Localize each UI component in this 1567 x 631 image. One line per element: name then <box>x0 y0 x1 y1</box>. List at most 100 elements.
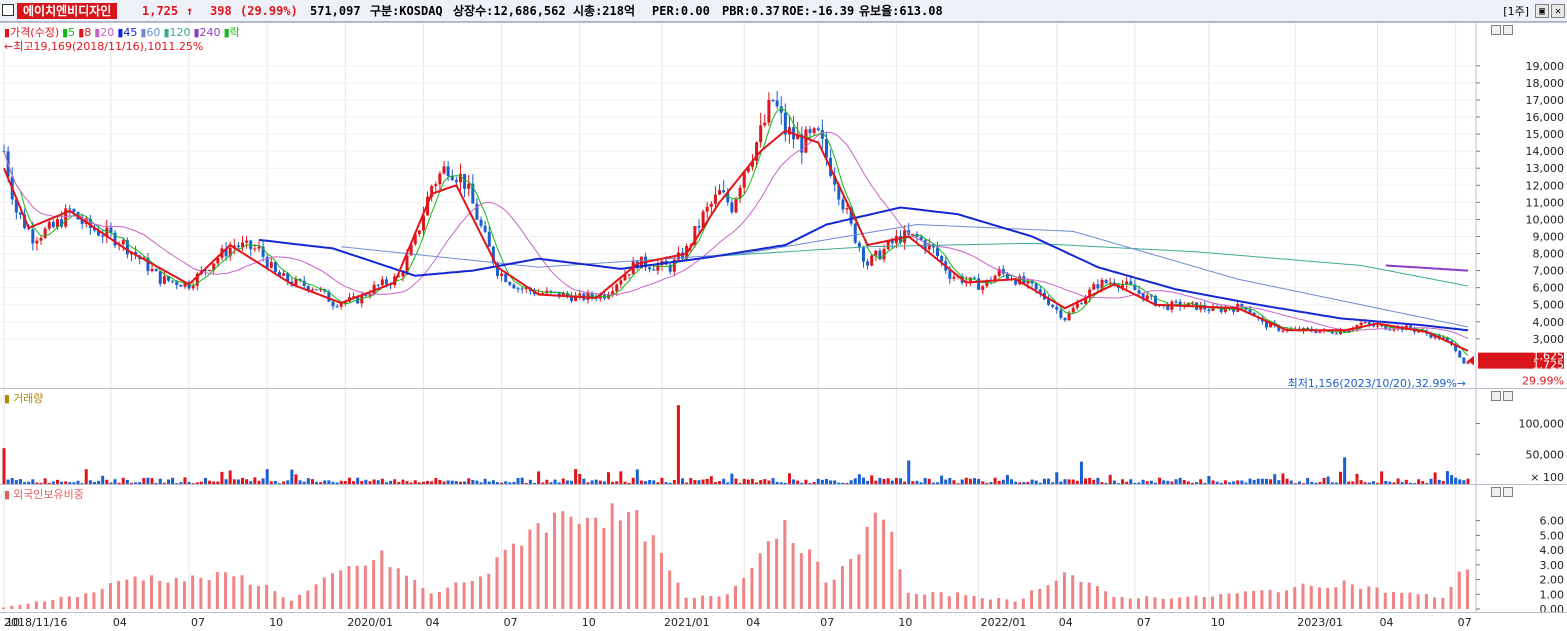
foreign-ownership-panel[interactable]: 6.00 5.00 4.00 3.00 2.00 1.00 0.00 ▮ 외국인보유비중 <box>0 484 1567 613</box>
candle-body-58 <box>241 242 245 248</box>
candle-body-57 <box>236 245 240 248</box>
volume-bar-187 <box>771 478 775 485</box>
volume-bar-181 <box>746 479 750 485</box>
volume-bar-120 <box>495 482 499 485</box>
period-selector[interactable]: [1주] <box>1503 5 1529 18</box>
candle-body-289 <box>1190 302 1194 304</box>
price-chart-panel[interactable]: 19,000 18,000 17,000 16,000 15,000 14,000 13,0… <box>0 22 1567 389</box>
candle-body-80 <box>331 301 335 307</box>
volume-bar-51 <box>212 481 216 485</box>
volume-bar-345 <box>1421 481 1425 485</box>
foreign-bar-98 <box>405 575 409 609</box>
foreign-bar-284 <box>1169 598 1173 609</box>
legend-item-4[interactable]: ▮45 <box>117 26 138 39</box>
foreign-bar-298 <box>1227 593 1231 609</box>
legend-item-3[interactable]: ▮20 <box>94 26 115 39</box>
foreign-bar-276 <box>1137 598 1141 609</box>
candle-body-75 <box>310 289 314 291</box>
volume-bar-72 <box>298 480 302 485</box>
candle-body-7 <box>31 229 35 244</box>
candle-body-29 <box>121 240 125 245</box>
volume-bar-170 <box>701 479 705 485</box>
volume-bar-30 <box>125 480 129 485</box>
foreign-bar-226 <box>931 592 935 609</box>
minimize-icon[interactable]: ▣ <box>1535 4 1549 18</box>
foreign-bar-354 <box>1457 571 1461 609</box>
candle-body-247 <box>1018 276 1022 285</box>
candle-body-353 <box>1454 344 1458 352</box>
foreign-bar-80 <box>330 573 334 609</box>
volume-bar-5 <box>23 482 27 485</box>
candle-body-44 <box>183 282 187 287</box>
volume-bar-212 <box>874 480 878 485</box>
legend-item-1[interactable]: ▮5 <box>62 26 76 39</box>
legend-item-7[interactable]: ▮240 <box>193 26 221 39</box>
foreign-bar-248 <box>1021 598 1025 609</box>
volume-chart-panel[interactable]: 100,000 50,000 × 100 ▮ 거래량 <box>0 388 1567 485</box>
volume-bar-267 <box>1100 482 1104 485</box>
candle-body-105 <box>434 184 438 187</box>
candle-body-124 <box>512 284 516 289</box>
volume-bar-320 <box>1318 482 1322 485</box>
volume-bar-266 <box>1096 477 1100 485</box>
candle-body-206 <box>849 208 853 224</box>
foreign-bar-110 <box>454 582 458 609</box>
candle-body-323 <box>1330 331 1334 334</box>
volume-bar-124 <box>512 481 516 485</box>
foreign-bar-24 <box>100 588 104 609</box>
foreign-bar-318 <box>1309 585 1313 609</box>
stock-name[interactable]: 에이치엔비디자인 <box>17 3 118 19</box>
legend-item-6[interactable]: ▮120 <box>163 26 191 39</box>
foreign-bar-346 <box>1424 593 1428 609</box>
volume-bar-85 <box>352 481 356 485</box>
foreign-bar-254 <box>1046 585 1050 609</box>
legend-item-5[interactable]: ▮60 <box>140 26 161 39</box>
foreign-bar-154 <box>635 510 639 609</box>
volume-bar-231 <box>952 480 956 485</box>
volume-bar-335 <box>1380 471 1384 485</box>
foreign-tick-label-2: 4.00 <box>1540 544 1565 557</box>
volume-bar-294 <box>1211 480 1215 485</box>
foreign-bar-90 <box>372 560 376 609</box>
volume-bar-154 <box>635 469 639 485</box>
date-axis: 2018/11/16 04 07 10 2020/01 04 07 10 2021/01 04 07… <box>0 612 1567 630</box>
volume-bar-126 <box>520 477 524 485</box>
foreign-bar-286 <box>1178 597 1182 609</box>
legend-item-8[interactable]: ▮락 <box>223 26 240 39</box>
candle-body-182 <box>750 160 754 168</box>
volume-bar-142 <box>586 482 590 485</box>
panel-close-icon[interactable] <box>1503 25 1513 35</box>
volume-bar-344 <box>1417 479 1421 485</box>
candle-body-52 <box>216 257 220 264</box>
foreign-bar-224 <box>923 594 927 609</box>
legend-item-2[interactable]: ▮8 <box>78 26 92 39</box>
menu-box-icon[interactable] <box>2 4 14 16</box>
candle-body-39 <box>162 276 166 284</box>
volume-bar-7 <box>31 479 35 485</box>
volume-bar-319 <box>1314 482 1318 485</box>
panel-min-icon[interactable] <box>1491 25 1501 35</box>
candle-body-42 <box>175 281 179 285</box>
price-change-pct: (29.99%) <box>240 4 298 18</box>
foreign-close-icon[interactable] <box>1503 487 1513 497</box>
foreign-min-icon[interactable] <box>1491 487 1501 497</box>
foreign-bar-14 <box>59 596 63 609</box>
legend-item-0[interactable]: ▮가격(수정) <box>4 26 60 39</box>
foreign-bar-144 <box>594 517 598 609</box>
foreign-bar-170 <box>701 595 705 609</box>
volume-close-icon[interactable] <box>1503 391 1513 401</box>
candle-body-59 <box>245 240 249 243</box>
foreign-bar-126 <box>520 545 524 609</box>
foreign-bar-112 <box>462 582 466 609</box>
volume-min-icon[interactable] <box>1491 391 1501 401</box>
candle-body-23 <box>97 230 101 236</box>
foreign-bar-216 <box>890 531 894 609</box>
candle-body-64 <box>265 256 269 268</box>
current-price: 1,725 <box>142 4 179 18</box>
candle-body-169 <box>697 226 701 228</box>
candle-body-272 <box>1121 284 1125 288</box>
volume-bar-112 <box>463 481 467 485</box>
close-icon[interactable]: ✕ <box>1551 4 1565 18</box>
price-tick-label-10: 9,000 <box>1533 230 1565 243</box>
volume-bar-249 <box>1026 481 1030 485</box>
